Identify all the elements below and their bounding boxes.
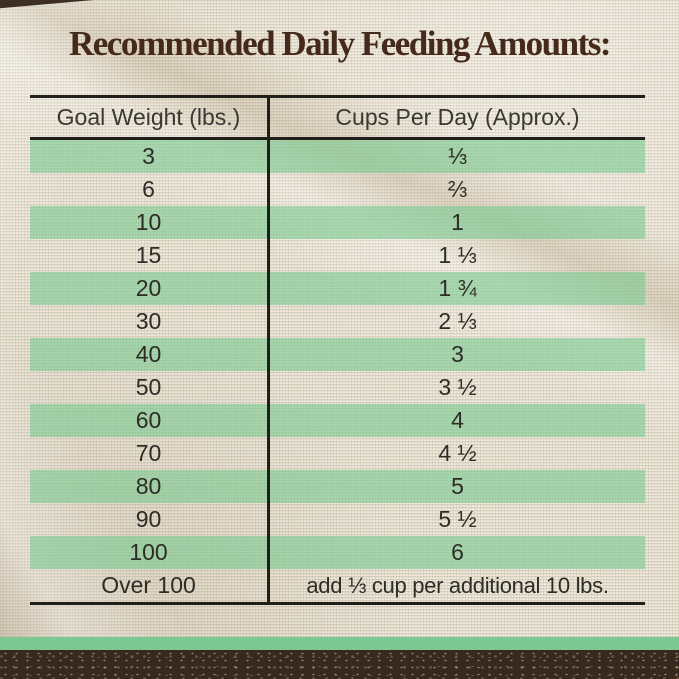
footer-green-stripe xyxy=(0,637,679,650)
cups-per-day-cell: 1 xyxy=(451,209,464,235)
page-title: Recommended Daily Feeding Amounts: xyxy=(68,24,612,63)
column-header-goal-weight: Goal Weight (lbs.) xyxy=(30,98,270,137)
table-row: 60 4 xyxy=(30,404,645,437)
table-row: 70 4 ½ xyxy=(30,437,645,470)
table-row: 20 1 ¾ xyxy=(30,272,645,305)
goal-weight-cell: 15 xyxy=(30,239,270,272)
cups-per-day-cell: 4 xyxy=(451,407,464,433)
footer-soil-band xyxy=(0,650,679,679)
goal-weight-cell: 40 xyxy=(30,338,270,371)
table-row: Over 100 add ⅓ cup per additional 10 lbs. xyxy=(30,569,645,602)
table-row: 30 2 ⅓ xyxy=(30,305,645,338)
goal-weight-cell: 6 xyxy=(30,173,270,206)
cups-per-day-cell: 4 ½ xyxy=(438,440,477,466)
cups-per-day-cell: 3 ½ xyxy=(438,374,477,400)
goal-weight-cell: 20 xyxy=(30,272,270,305)
fabric-edge-dark-corner xyxy=(0,0,97,9)
goal-weight-cell: 10 xyxy=(30,206,270,239)
goal-weight-cell: 60 xyxy=(30,404,270,437)
cups-per-day-cell: 3 xyxy=(451,341,464,367)
table-row: 90 5 ½ xyxy=(30,503,645,536)
cups-per-day-cell: 1 ⅓ xyxy=(438,242,477,268)
goal-weight-cell: Over 100 xyxy=(30,569,270,602)
goal-weight-cell: 100 xyxy=(30,536,270,569)
goal-weight-cell: 70 xyxy=(30,437,270,470)
cups-per-day-cell: ⅔ xyxy=(447,176,468,202)
table-row: 80 5 xyxy=(30,470,645,503)
table-row: 100 6 xyxy=(30,536,645,569)
cups-per-day-cell: 5 ½ xyxy=(438,506,477,532)
cups-per-day-cell: 2 ⅓ xyxy=(438,308,477,334)
table-body: 3 ⅓ 6 ⅔ 10 1 15 1 ⅓ 20 1 ¾ 30 2 ⅓ 40 3 50 3 ½ 60 4 70 4 ½ 80… xyxy=(30,140,645,605)
column-header-cups-per-day: Cups Per Day (Approx.) xyxy=(335,104,580,130)
feeding-table: Goal Weight (lbs.) Cups Per Day (Approx.… xyxy=(30,95,645,605)
table-row: 50 3 ½ xyxy=(30,371,645,404)
table-header-row: Goal Weight (lbs.) Cups Per Day (Approx.… xyxy=(30,95,645,140)
goal-weight-cell: 30 xyxy=(30,305,270,338)
cups-per-day-cell: 6 xyxy=(451,539,464,565)
cups-per-day-cell: 5 xyxy=(451,473,464,499)
table-row: 15 1 ⅓ xyxy=(30,239,645,272)
goal-weight-cell: 3 xyxy=(30,140,270,173)
goal-weight-cell: 80 xyxy=(30,470,270,503)
goal-weight-cell: 90 xyxy=(30,503,270,536)
cups-per-day-cell: ⅓ xyxy=(447,143,468,169)
goal-weight-cell: 50 xyxy=(30,371,270,404)
table-row: 10 1 xyxy=(30,206,645,239)
cups-per-day-cell: 1 ¾ xyxy=(438,275,477,301)
cups-per-day-cell: add ⅓ cup per additional 10 lbs. xyxy=(306,573,609,598)
table-row: 40 3 xyxy=(30,338,645,371)
